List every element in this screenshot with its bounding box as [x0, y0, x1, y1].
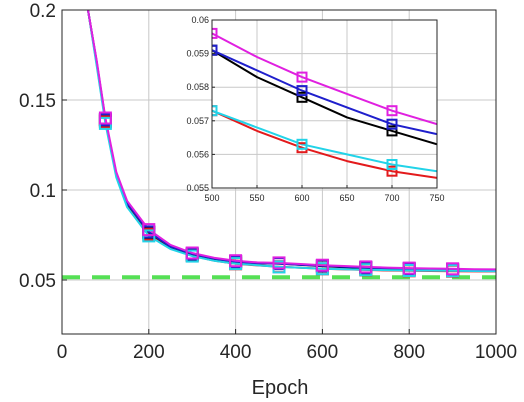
- main-x-tick-label: 600: [307, 342, 339, 363]
- main-x-tick-label: 400: [220, 342, 252, 363]
- inset-marker-4: [296, 71, 308, 83]
- inset-series-line-0: [212, 109, 437, 179]
- main-marker-4: [98, 111, 112, 125]
- inset-marker-2: [296, 85, 308, 97]
- inset-series-line-2: [212, 49, 437, 136]
- inset-marker-3: [386, 159, 398, 170]
- main-y-tick-label: 0.15: [19, 91, 56, 112]
- inset-series-group: [212, 27, 437, 179]
- main-series-group: [62, 10, 496, 280]
- inset-y-tick-label: 0.057: [186, 116, 209, 126]
- main-marker-4: [446, 262, 460, 276]
- inset-marker-3: [212, 105, 218, 117]
- main-y-tick-label: 0.2: [30, 1, 56, 22]
- main-marker-4: [272, 256, 286, 270]
- inset-marker-2: [212, 44, 218, 56]
- inset-y-tick-label: 0.059: [186, 49, 209, 59]
- inset-plot: 500 550 600 650 700 750 0.055 0.056 0.057 0.058 0.…: [186, 15, 444, 203]
- main-series-line-4: [87, 10, 496, 271]
- inset-y-tick-label: 0.06: [191, 15, 209, 25]
- main-marker-4: [402, 261, 416, 275]
- x-axis-label: Epoch: [252, 377, 309, 399]
- inset-plot-area: [212, 20, 437, 188]
- main-y-tick-label: 0.05: [19, 271, 56, 292]
- main-marker-4: [142, 223, 156, 237]
- inset-frame: [211, 19, 438, 189]
- inset-marker-4: [386, 105, 398, 117]
- inset-x-tick-label: 550: [249, 193, 264, 203]
- main-series-line-3: [87, 10, 496, 273]
- main-marker-4: [359, 260, 373, 274]
- inset-marker-3: [296, 138, 308, 150]
- inset-marker-4: [212, 27, 218, 39]
- main-marker-4: [229, 254, 243, 268]
- inset-y-tick-label: 0.056: [186, 149, 209, 159]
- main-y-tick-label: 0.1: [30, 181, 56, 202]
- main-x-tick-label: 200: [133, 342, 165, 363]
- inset-x-tick-label: 600: [294, 193, 309, 203]
- inset-series-line-1: [212, 49, 437, 146]
- inset-series-line-4: [212, 32, 437, 126]
- inset-x-tick-label: 700: [384, 193, 399, 203]
- inset-marker-0: [386, 165, 398, 177]
- inset-marker-1: [386, 125, 398, 137]
- inset-x-tick-label: 500: [204, 193, 219, 203]
- inset-y-tick-label: 0.055: [186, 183, 209, 193]
- main-x-tick-label: 1000: [475, 342, 517, 363]
- main-x-tick-label: 0: [57, 342, 68, 363]
- inset-marker-1: [296, 91, 308, 103]
- inset-y-tick-label: 0.058: [186, 82, 209, 92]
- inset-marker-2: [386, 118, 398, 130]
- inset-series-line-3: [212, 109, 437, 173]
- inset-x-tick-label: 650: [339, 193, 354, 203]
- inset-x-tick-label: 750: [429, 193, 444, 203]
- main-marker-4: [315, 258, 329, 272]
- main-frame: [61, 9, 497, 335]
- main-marker-4: [185, 246, 199, 260]
- main-x-tick-label: 800: [393, 342, 425, 363]
